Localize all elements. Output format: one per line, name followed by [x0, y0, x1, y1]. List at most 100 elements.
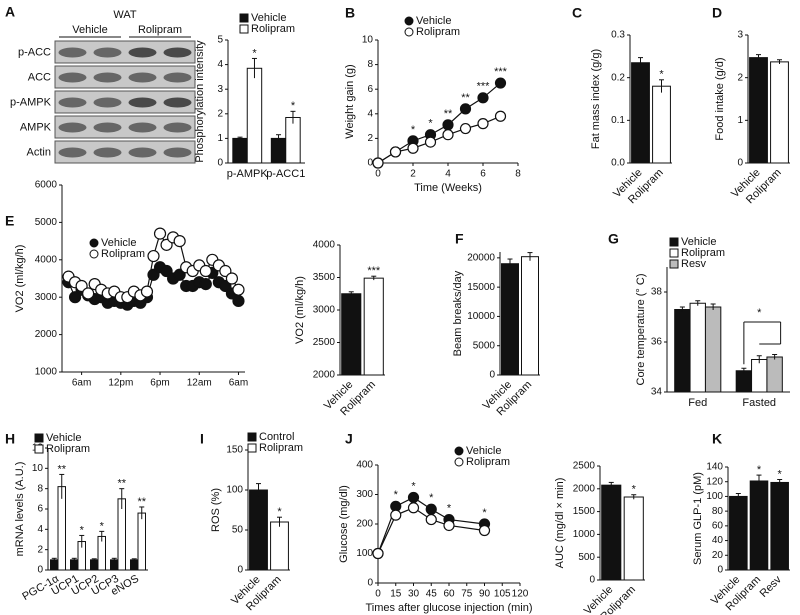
y-tick-label: 4: [37, 524, 43, 535]
bar: [623, 496, 644, 581]
y-tick-label: 6: [37, 504, 43, 515]
y-tick-label: 1: [217, 133, 223, 144]
y-tick-label: 80: [712, 506, 724, 517]
y-tick-label: 0: [737, 158, 743, 169]
x-tick-label: 60: [443, 589, 455, 600]
y-tick-label: 3000: [35, 292, 58, 303]
significance: **: [137, 496, 146, 508]
y-tick-label: 6000: [35, 180, 58, 191]
y-tick-label: 20: [712, 550, 724, 561]
bar: [729, 495, 748, 571]
y-tick-label: 0: [367, 158, 373, 169]
data-point: [199, 264, 212, 278]
y-tick-label: 500: [578, 552, 595, 563]
blot-strip: [54, 90, 196, 114]
legend-label: Control: [259, 431, 294, 443]
significance: *: [429, 492, 434, 504]
blot-band: [163, 122, 192, 133]
x-tick-label: 120: [512, 589, 529, 600]
bar: [674, 309, 691, 393]
y-axis-label: mRNA levels (A.U.): [14, 462, 26, 557]
y-tick-label: 4000: [35, 254, 58, 265]
bar: [285, 116, 301, 164]
data-point: [390, 509, 402, 521]
legend-marker: [34, 433, 44, 443]
data-point: [424, 136, 437, 148]
significance: *: [482, 507, 487, 519]
y-tick-label: 3500: [313, 272, 336, 283]
significance: *: [778, 468, 783, 480]
bar: [652, 85, 671, 164]
significance: **: [117, 478, 126, 490]
legend-marker: [89, 249, 99, 259]
significance: *: [80, 524, 85, 536]
row-label: p-AMPK: [10, 96, 52, 108]
x-tick-label: 75: [461, 589, 473, 600]
significance: **: [444, 108, 453, 120]
data-point: [153, 227, 167, 240]
y-tick-label: 10000: [467, 311, 495, 322]
blot-strip: [54, 65, 196, 89]
data-point: [232, 294, 245, 308]
data-point: [477, 92, 489, 104]
data-point: [82, 287, 95, 300]
y-axis-label: ROS (%): [210, 488, 222, 532]
significance: *: [394, 489, 399, 501]
y-axis-label: VO2 (ml/kg/h): [294, 276, 306, 344]
legend-label: Rolipram: [416, 26, 460, 38]
data-point: [459, 103, 472, 115]
blot-band: [128, 72, 157, 83]
blot-band: [128, 47, 157, 58]
bar: [601, 484, 622, 581]
y-tick-label: 0.2: [611, 72, 625, 83]
blot-band: [58, 97, 87, 108]
blot-band: [163, 147, 192, 158]
y-tick-label: 0: [237, 565, 243, 576]
row-label: Actin: [27, 146, 51, 158]
significance: *: [291, 100, 296, 112]
series-line: [377, 507, 485, 554]
y-tick-label: 0: [217, 158, 223, 169]
x-tick-label: Fasted: [742, 397, 776, 409]
significance: **: [57, 463, 66, 475]
y-tick-label: 0.3: [611, 30, 625, 41]
data-point: [407, 502, 420, 514]
legend-marker: [247, 443, 257, 453]
data-point: [173, 235, 186, 248]
bar: [749, 480, 769, 571]
significance: ***: [367, 265, 381, 277]
y-tick-label: 0.1: [611, 115, 625, 126]
x-tick-label: 6am: [72, 378, 91, 389]
y-tick-label: 1: [737, 115, 743, 126]
blot-band: [163, 97, 192, 108]
x-tick-label: 12am: [187, 378, 212, 389]
x-tick-label: 4: [445, 169, 451, 180]
data-point: [459, 122, 472, 135]
data-point: [140, 285, 154, 298]
bar: [521, 256, 539, 376]
data-point: [232, 283, 245, 296]
x-tick-label: 30: [408, 589, 420, 600]
row-label: ACC: [28, 71, 51, 83]
y-tick-label: 50: [232, 525, 244, 536]
legend-marker: [454, 457, 464, 467]
significance: ***: [477, 81, 491, 93]
legend-label: Rolipram: [46, 443, 90, 455]
bar: [341, 293, 362, 376]
x-tick-label: 15: [390, 589, 402, 600]
panel-label: B: [345, 5, 355, 21]
significance: *: [757, 307, 762, 319]
bar: [631, 62, 650, 164]
bar: [90, 559, 99, 571]
y-tick-label: 2: [37, 544, 43, 555]
legend-marker: [34, 444, 44, 454]
bar: [501, 263, 519, 376]
y-tick-label: 8: [37, 483, 43, 494]
y-tick-label: 6: [367, 84, 373, 95]
group-label: Rolipram: [138, 24, 182, 36]
bar: [232, 137, 248, 164]
data-point: [443, 519, 455, 532]
legend-marker: [404, 16, 414, 26]
blot-band: [93, 97, 122, 108]
